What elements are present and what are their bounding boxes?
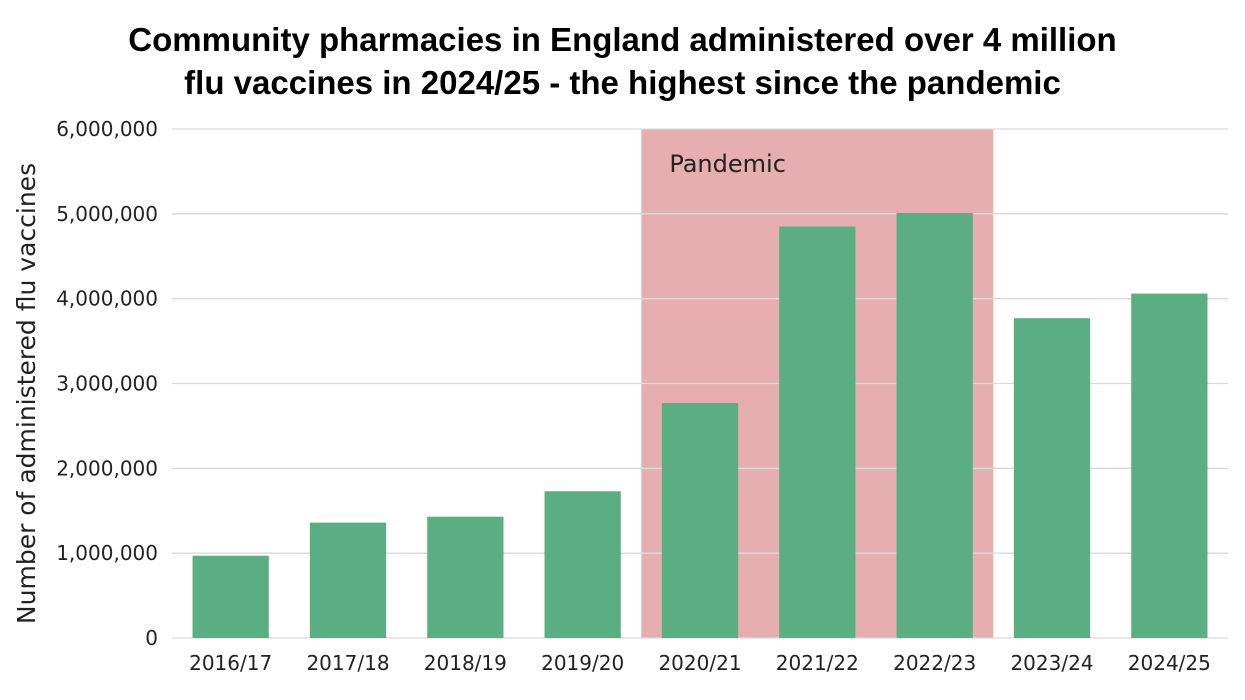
x-tick-label: 2019/20	[541, 651, 624, 675]
y-axis-title: Number of administered flu vaccines	[12, 163, 41, 624]
bar-2017-18	[309, 522, 387, 638]
bar-2016-17	[192, 555, 269, 638]
y-tick-label: 0	[145, 626, 158, 650]
chart-title-line-2: flu vaccines in 2024/25 - the highest si…	[184, 64, 1061, 101]
y-tick-label: 2,000,000	[56, 456, 158, 480]
x-tick-label: 2021/22	[776, 651, 859, 675]
bar-2018-19	[427, 516, 504, 638]
y-tick-label: 3,000,000	[56, 372, 158, 396]
x-tick-label: 2023/24	[1010, 651, 1093, 675]
y-tick-label: 1,000,000	[56, 541, 158, 565]
x-tick-label: 2016/17	[189, 651, 272, 675]
bar-2024-25	[1131, 293, 1208, 638]
bar-2023-24	[1013, 318, 1091, 638]
y-tick-label: 5,000,000	[56, 202, 158, 226]
x-tick-label: 2020/21	[658, 651, 741, 675]
y-tick-label: 6,000,000	[56, 117, 158, 141]
bar-2021-22	[779, 226, 856, 638]
x-tick-label: 2022/23	[893, 651, 976, 675]
x-tick-label: 2017/18	[306, 651, 389, 675]
x-tick-label: 2018/19	[424, 651, 507, 675]
bar-2020-21	[661, 403, 739, 638]
chart-title-line-1: Community pharmacies in England administ…	[128, 21, 1117, 58]
bar-2019-20	[544, 491, 621, 638]
bar-2022-23	[896, 212, 973, 639]
pandemic-label: Pandemic	[669, 150, 786, 178]
x-tick-label: 2024/25	[1128, 651, 1211, 675]
y-tick-label: 4,000,000	[56, 287, 158, 311]
chart-title: Community pharmacies in England administ…	[0, 18, 1245, 104]
